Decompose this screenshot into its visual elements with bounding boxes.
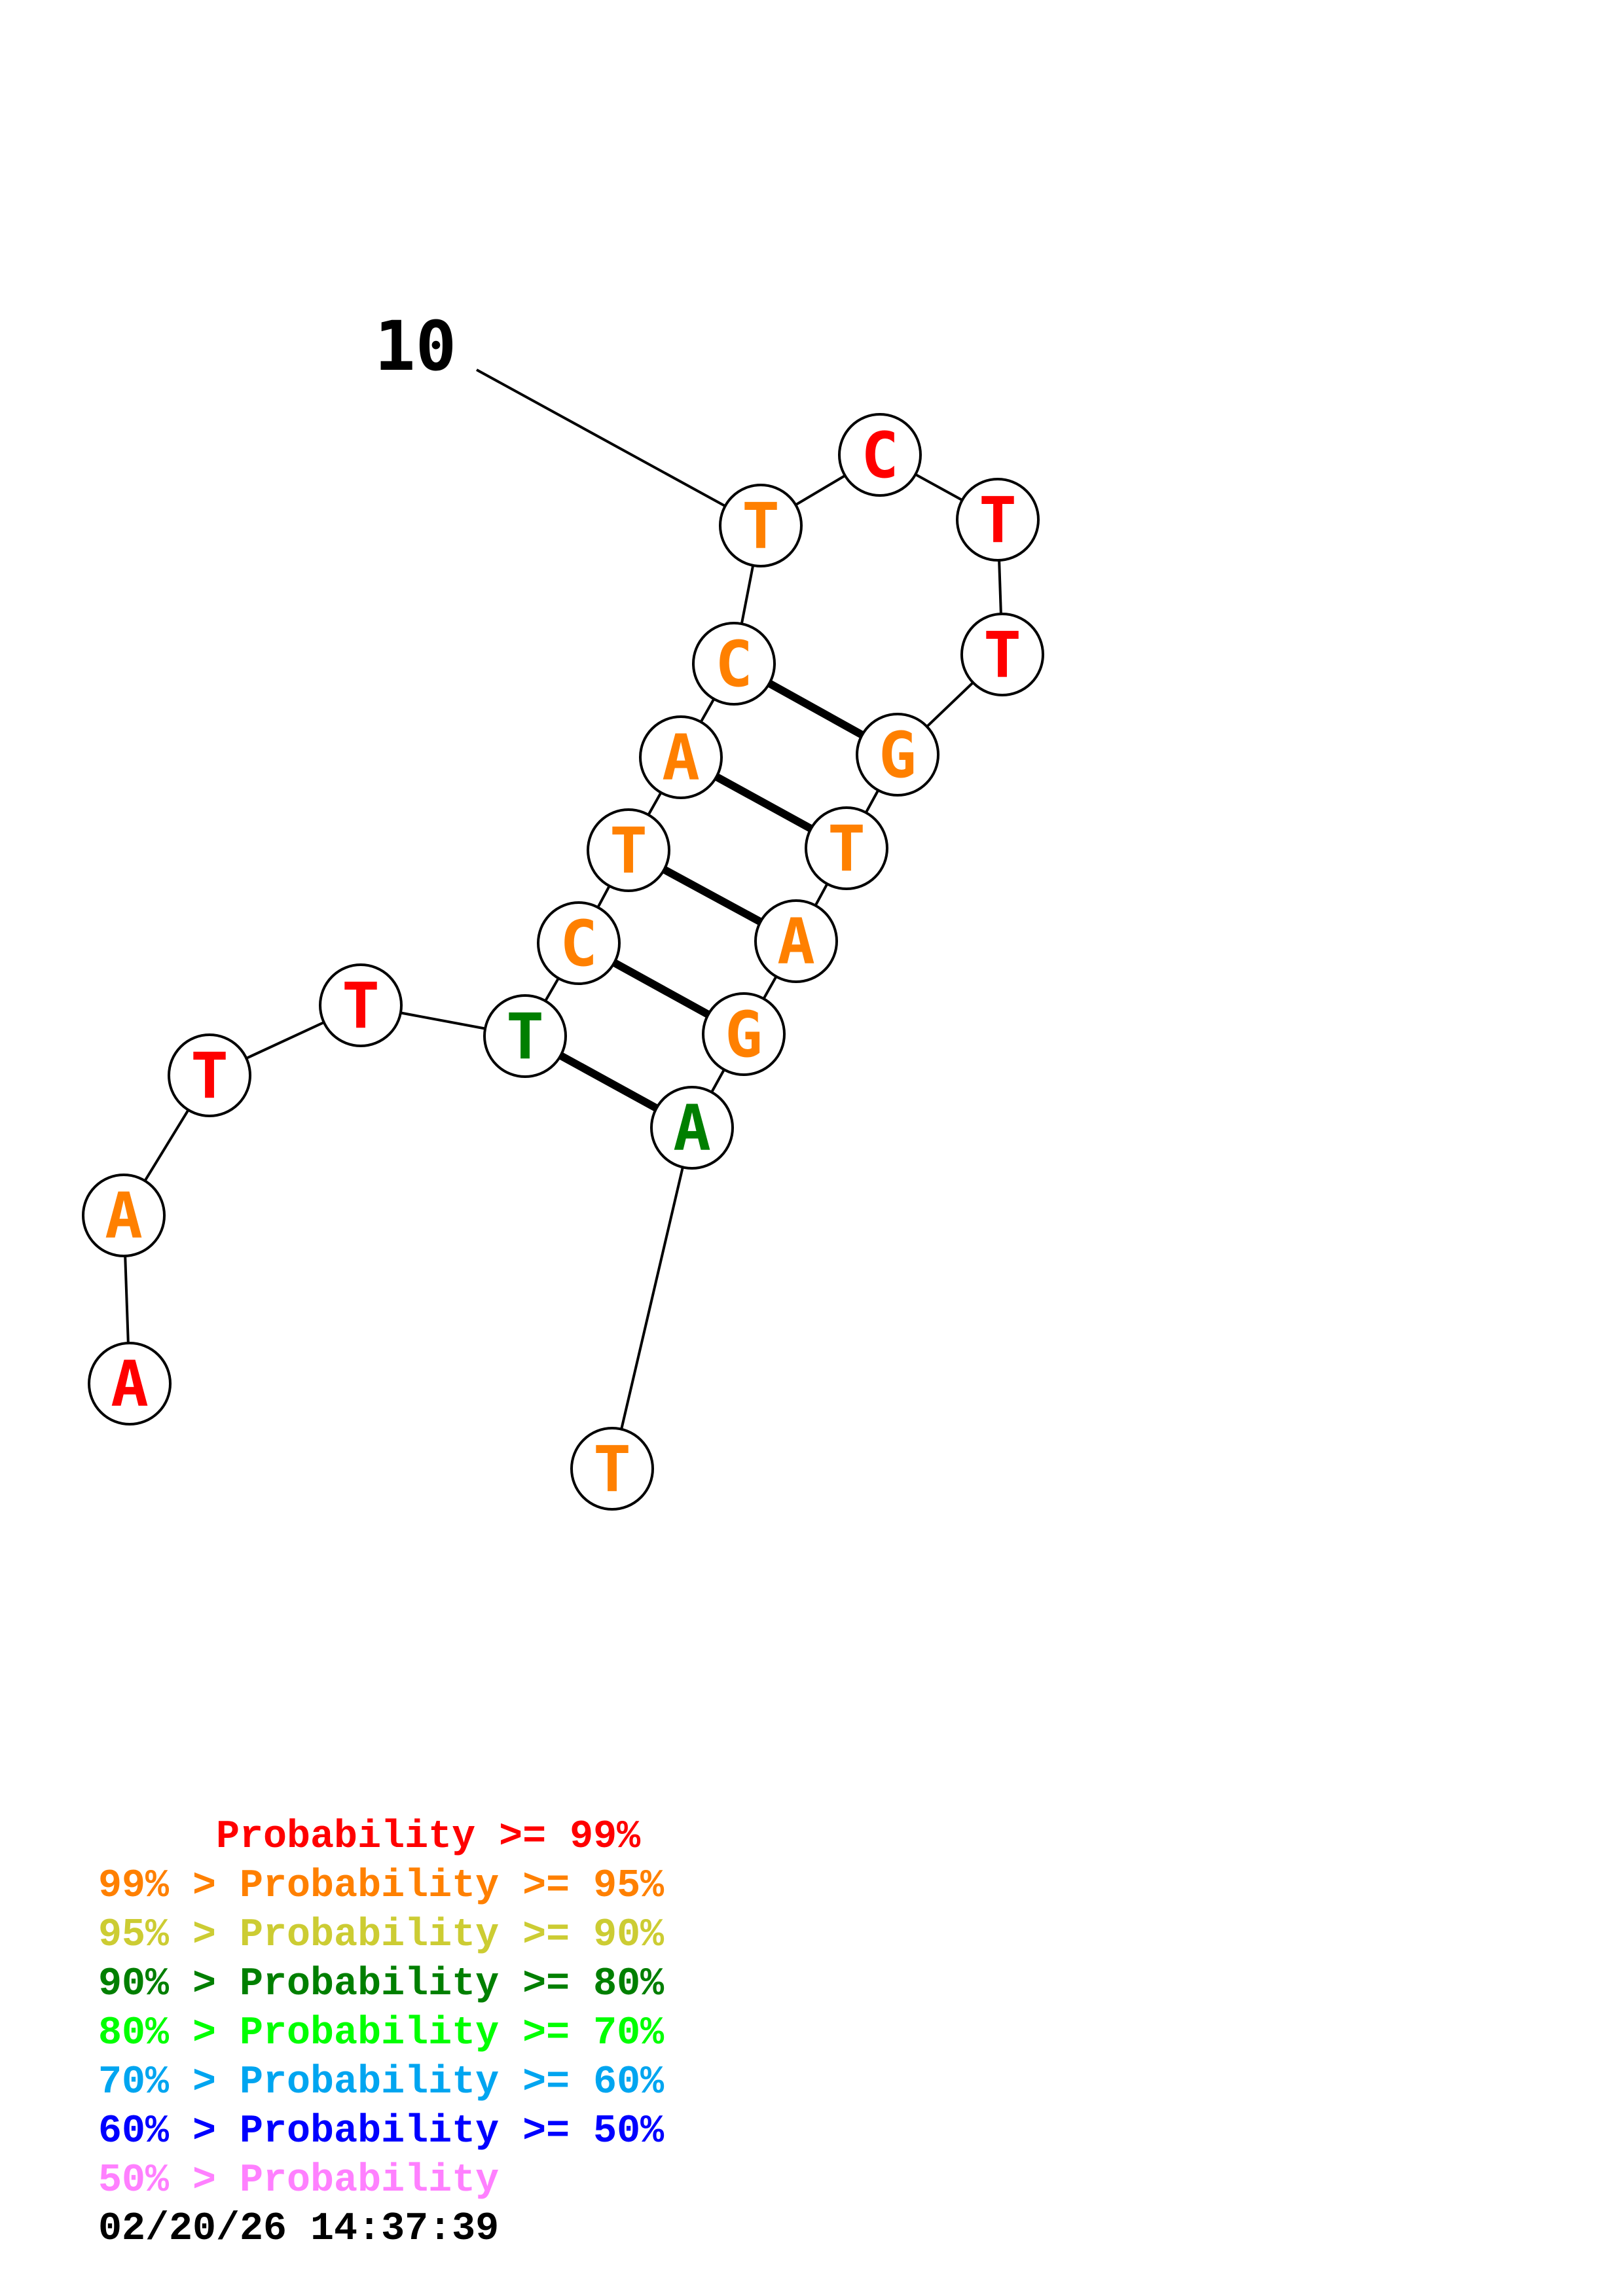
nucleotide-letter: T xyxy=(191,1039,228,1113)
nucleotide-1: A xyxy=(88,1342,172,1426)
position-label-group: 10 xyxy=(374,306,761,527)
nucleotide-17: G xyxy=(702,992,786,1076)
nucleotide-circle xyxy=(856,713,939,797)
nucleotide-circle xyxy=(838,413,922,497)
nucleotide-letter: T xyxy=(610,814,647,888)
nucleotide-circle xyxy=(82,1174,166,1257)
nucleotide-letter: T xyxy=(506,1000,544,1073)
nucleotide-letter: A xyxy=(105,1179,143,1253)
nucleotide-18: A xyxy=(650,1086,734,1170)
legend-entry-p50: 60% > Probability >= 50% xyxy=(98,2109,665,2154)
nucleotide-circle xyxy=(639,715,723,799)
timestamp: 02/20/26 14:37:39 xyxy=(98,2207,500,2251)
position-label-leader-line xyxy=(476,368,761,527)
nucleotide-letter: A xyxy=(111,1348,149,1421)
nucleotide-circle xyxy=(537,901,621,985)
nucleotide-circle xyxy=(702,992,786,1076)
nucleotide-letter: C xyxy=(715,628,753,701)
nucleotide-circle xyxy=(319,963,403,1047)
nucleotide-circle xyxy=(960,613,1044,696)
nucleotide-letter: G xyxy=(879,719,917,792)
nucleotide-letter: C xyxy=(861,419,899,492)
nucleotide-6: C xyxy=(537,901,621,985)
nucleotide-7: T xyxy=(587,808,670,892)
position-label: 10 xyxy=(374,306,456,386)
nucleotide-letter: T xyxy=(983,619,1021,692)
legend-entry-p60: 70% > Probability >= 60% xyxy=(98,2060,665,2105)
nucleotide-4: T xyxy=(319,963,403,1047)
nucleotide-19: T xyxy=(570,1427,654,1511)
nucleotide-circle xyxy=(650,1086,734,1170)
nucleotide-5: T xyxy=(483,994,567,1078)
nucleotide-14: G xyxy=(856,713,939,797)
nucleotide-letter: A xyxy=(673,1092,711,1165)
nucleotide-12: T xyxy=(956,478,1040,562)
nucleotide-letter: T xyxy=(742,490,780,563)
nucleotide-circle xyxy=(719,484,803,567)
nucleotide-circle xyxy=(956,478,1040,562)
nucleotide-circle xyxy=(754,899,838,983)
legend-entry-p99: Probability >= 99% xyxy=(98,1815,641,1859)
nucleotide-letter: T xyxy=(979,484,1017,557)
nucleotide-letter: T xyxy=(342,969,380,1043)
nucleotide-circle xyxy=(587,808,670,892)
nucleotide-letter: A xyxy=(662,721,700,795)
legend-entry-p70: 80% > Probability >= 70% xyxy=(98,2011,665,2056)
nucleotide-11: C xyxy=(838,413,922,497)
nucleotide-circle xyxy=(168,1033,251,1117)
probability-legend: Probability >= 99% 99% > Probability >= 9… xyxy=(98,1813,664,2206)
nucleotide-10: T xyxy=(719,484,803,567)
nucleotide-16: A xyxy=(754,899,838,983)
backbone-link xyxy=(611,1127,693,1469)
nucleotide-9: C xyxy=(692,622,776,706)
nucleotide-letter: A xyxy=(777,905,815,978)
legend-entry-p90: 95% > Probability >= 90% xyxy=(98,1913,665,1958)
nucleotide-circle xyxy=(483,994,567,1078)
nucleotide-circle xyxy=(805,806,888,890)
nucleotide-circle xyxy=(88,1342,172,1426)
nucleotide-3: T xyxy=(168,1033,251,1117)
nucleotide-15: T xyxy=(805,806,888,890)
nucleotide-letter: G xyxy=(725,998,763,1071)
nucleotide-letter: C xyxy=(560,907,598,980)
nucleotide-circle xyxy=(570,1427,654,1511)
nucleotide-circle xyxy=(692,622,776,706)
nucleotide-letter: T xyxy=(593,1433,631,1506)
legend-entry-plt50: 50% > Probability xyxy=(98,2159,500,2203)
legend-entry-p80: 90% > Probability >= 80% xyxy=(98,1962,665,2007)
nucleotide-8: A xyxy=(639,715,723,799)
nucleotide-letter: T xyxy=(828,812,866,886)
nucleotide-13: T xyxy=(960,613,1044,696)
legend-entry-p95: 99% > Probability >= 95% xyxy=(98,1864,665,1909)
nucleotide-2: A xyxy=(82,1174,166,1257)
